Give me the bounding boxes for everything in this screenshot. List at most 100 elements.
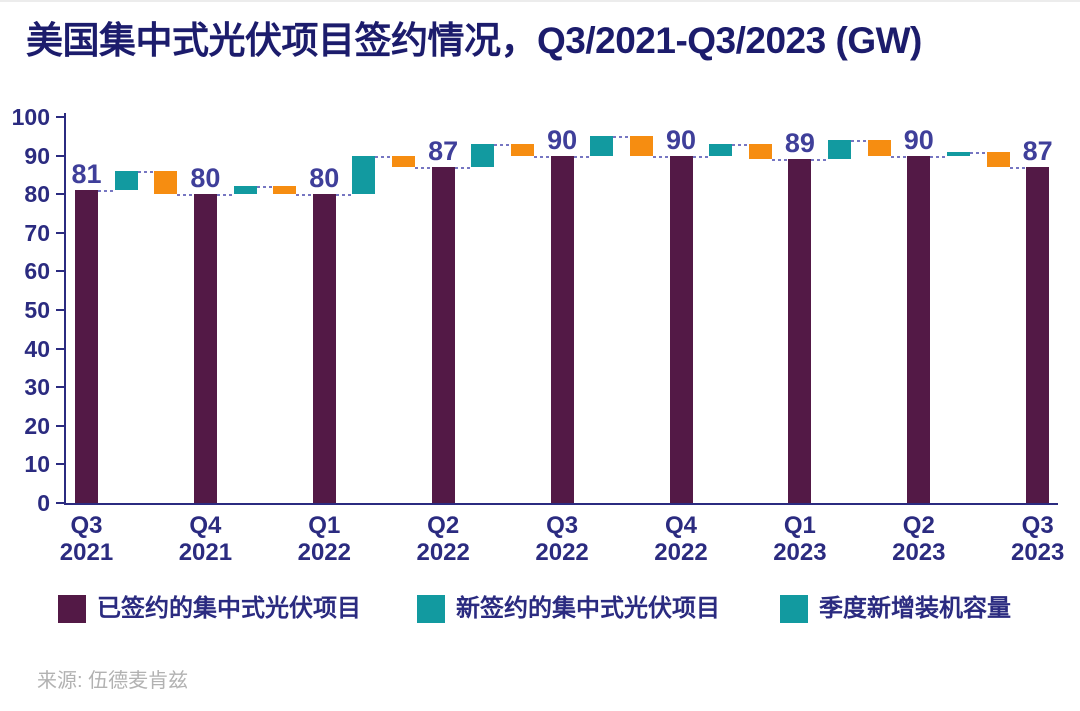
installed-bar: [392, 155, 416, 168]
legend-item-installed: 季度新增装机容量: [780, 595, 1011, 623]
y-tick-label: 60: [24, 258, 50, 285]
bar-value-label: 90: [547, 124, 578, 155]
backlog-bar: [75, 190, 98, 503]
connector-dash: [256, 186, 274, 189]
legend-label-installed: 季度新增装机容量: [819, 595, 1011, 622]
backlog-bar: [431, 167, 455, 503]
y-tick: [56, 347, 64, 350]
connector-dash: [98, 190, 115, 193]
new-signed-bar: [471, 144, 495, 168]
connector-dash: [177, 194, 194, 197]
legend-swatch-backlog: [58, 595, 86, 623]
connector-dash: [1009, 167, 1027, 170]
chart-title: 美国集中式光伏项目签约情况，Q3/2021-Q3/2023 (GW): [26, 20, 922, 61]
y-tick-label: 40: [24, 335, 50, 362]
x-axis-label: Q4 2021: [178, 512, 233, 566]
installed-bar: [986, 151, 1010, 168]
new-signed-bar: [946, 151, 970, 156]
bar-value-label: 87: [1022, 136, 1053, 167]
new-signed-bar: [590, 136, 614, 156]
connector-dash: [533, 155, 551, 158]
bar-value-label: 80: [309, 163, 340, 194]
connector-dash: [613, 136, 630, 139]
backlog-bar: [669, 155, 693, 503]
x-axis-label: Q2 2023: [892, 512, 946, 566]
connector-dash: [732, 144, 749, 147]
x-axis-label: Q1 2022: [297, 512, 351, 566]
backlog-bar: [312, 194, 336, 503]
new-signed-bar: [352, 155, 376, 195]
connector-dash: [692, 155, 710, 158]
legend-label-new-signed: 新签约的集中式光伏项目: [456, 595, 720, 622]
installed-bar: [629, 136, 653, 156]
x-axis-label: Q2 2022: [416, 512, 470, 566]
backlog-bar: [788, 159, 812, 503]
connector-dash: [454, 167, 472, 170]
x-axis-label: Q3 2022: [535, 512, 589, 566]
plot-area: 0 10 20 30 40 50 60 70 80 90 100 81 Q3 2021 80 Q4 2021…: [12, 104, 1065, 566]
y-tick: [56, 154, 64, 157]
y-tick-label: 90: [24, 142, 50, 169]
y-tick-label: 70: [24, 219, 50, 246]
y-tick-label: 30: [24, 374, 50, 401]
installed-bar: [867, 140, 891, 156]
bar-value-label: 87: [428, 136, 459, 167]
connector-dash: [296, 194, 313, 197]
connector-dash: [930, 155, 947, 158]
y-tick: [56, 309, 64, 311]
legend-item-backlog: 已签约的集中式光伏项目: [58, 595, 361, 623]
y-tick: [56, 502, 64, 504]
top-border: [0, 0, 1080, 2]
installed-bar: [154, 171, 178, 195]
legend-item-new-signed: 新签约的集中式光伏项目: [417, 595, 720, 623]
legend-swatch-installed: [780, 595, 808, 623]
legend-swatch-new-signed: [417, 595, 445, 623]
bar-value-label: 80: [190, 163, 221, 194]
new-signed-bar: [709, 144, 733, 156]
y-axis-line: [64, 113, 66, 505]
legend-label-backlog: 已签约的集中式光伏项目: [97, 595, 361, 622]
y-tick: [56, 231, 64, 234]
connector-dash: [890, 155, 908, 158]
y-tick-label: 0: [37, 490, 50, 516]
y-tick: [56, 463, 64, 466]
new-signed-bar: [114, 171, 138, 191]
connector-dash: [771, 159, 789, 162]
y-tick: [56, 386, 64, 389]
backlog-bar: [1026, 167, 1050, 503]
connector-dash: [652, 155, 670, 158]
new-signed-bar: [828, 140, 852, 160]
connector-dash: [494, 144, 511, 147]
y-tick: [56, 193, 64, 196]
source-note: 来源: 伍德麦肯兹: [37, 670, 189, 692]
legend: 已签约的集中式光伏项目 新签约的集中式光伏项目 季度新增装机容量: [0, 595, 1080, 623]
bar-value-label: 90: [665, 124, 697, 155]
y-tick-label: 100: [11, 104, 50, 130]
x-axis-line: [64, 503, 1058, 505]
connector-dash: [335, 194, 353, 197]
backlog-bar: [550, 155, 574, 503]
installed-bar: [748, 144, 772, 160]
y-tick-label: 80: [24, 181, 50, 208]
connector-dash: [375, 155, 393, 158]
x-axis-label: Q4 2022: [654, 512, 708, 566]
installed-bar: [510, 144, 534, 156]
connector-dash: [811, 159, 829, 162]
bar-value-label: 89: [784, 128, 815, 159]
bar-value-label: 90: [903, 124, 934, 155]
x-axis-label: Q3 2023: [1010, 512, 1065, 566]
connector-dash: [851, 140, 868, 143]
connector-dash: [216, 194, 234, 197]
connector-dash: [573, 155, 591, 158]
connector-dash: [137, 171, 155, 174]
y-tick: [56, 116, 64, 118]
new-signed-bar: [233, 186, 257, 195]
y-tick-label: 20: [24, 412, 50, 439]
x-axis-label: Q3 2021: [59, 512, 114, 566]
backlog-bar: [907, 155, 931, 503]
y-tick: [56, 270, 64, 273]
x-axis-label: Q1 2023: [773, 512, 827, 566]
backlog-bar: [193, 194, 217, 503]
connector-dash: [415, 167, 432, 170]
